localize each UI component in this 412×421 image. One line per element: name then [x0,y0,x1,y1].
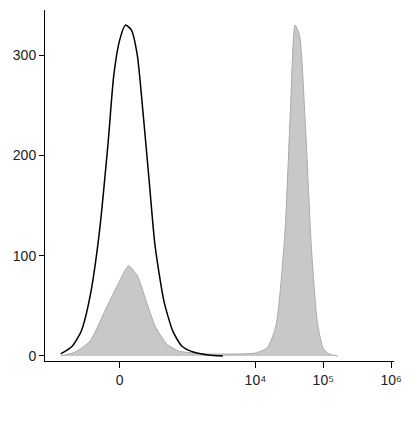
svg-text:10⁴: 10⁴ [245,372,267,388]
svg-text:200: 200 [13,147,37,163]
svg-text:300: 300 [13,47,37,63]
svg-text:0: 0 [28,348,36,364]
svg-text:10⁶: 10⁶ [381,372,402,388]
svg-text:10⁵: 10⁵ [313,372,334,388]
svg-text:100: 100 [13,248,37,264]
svg-text:0: 0 [116,372,124,388]
